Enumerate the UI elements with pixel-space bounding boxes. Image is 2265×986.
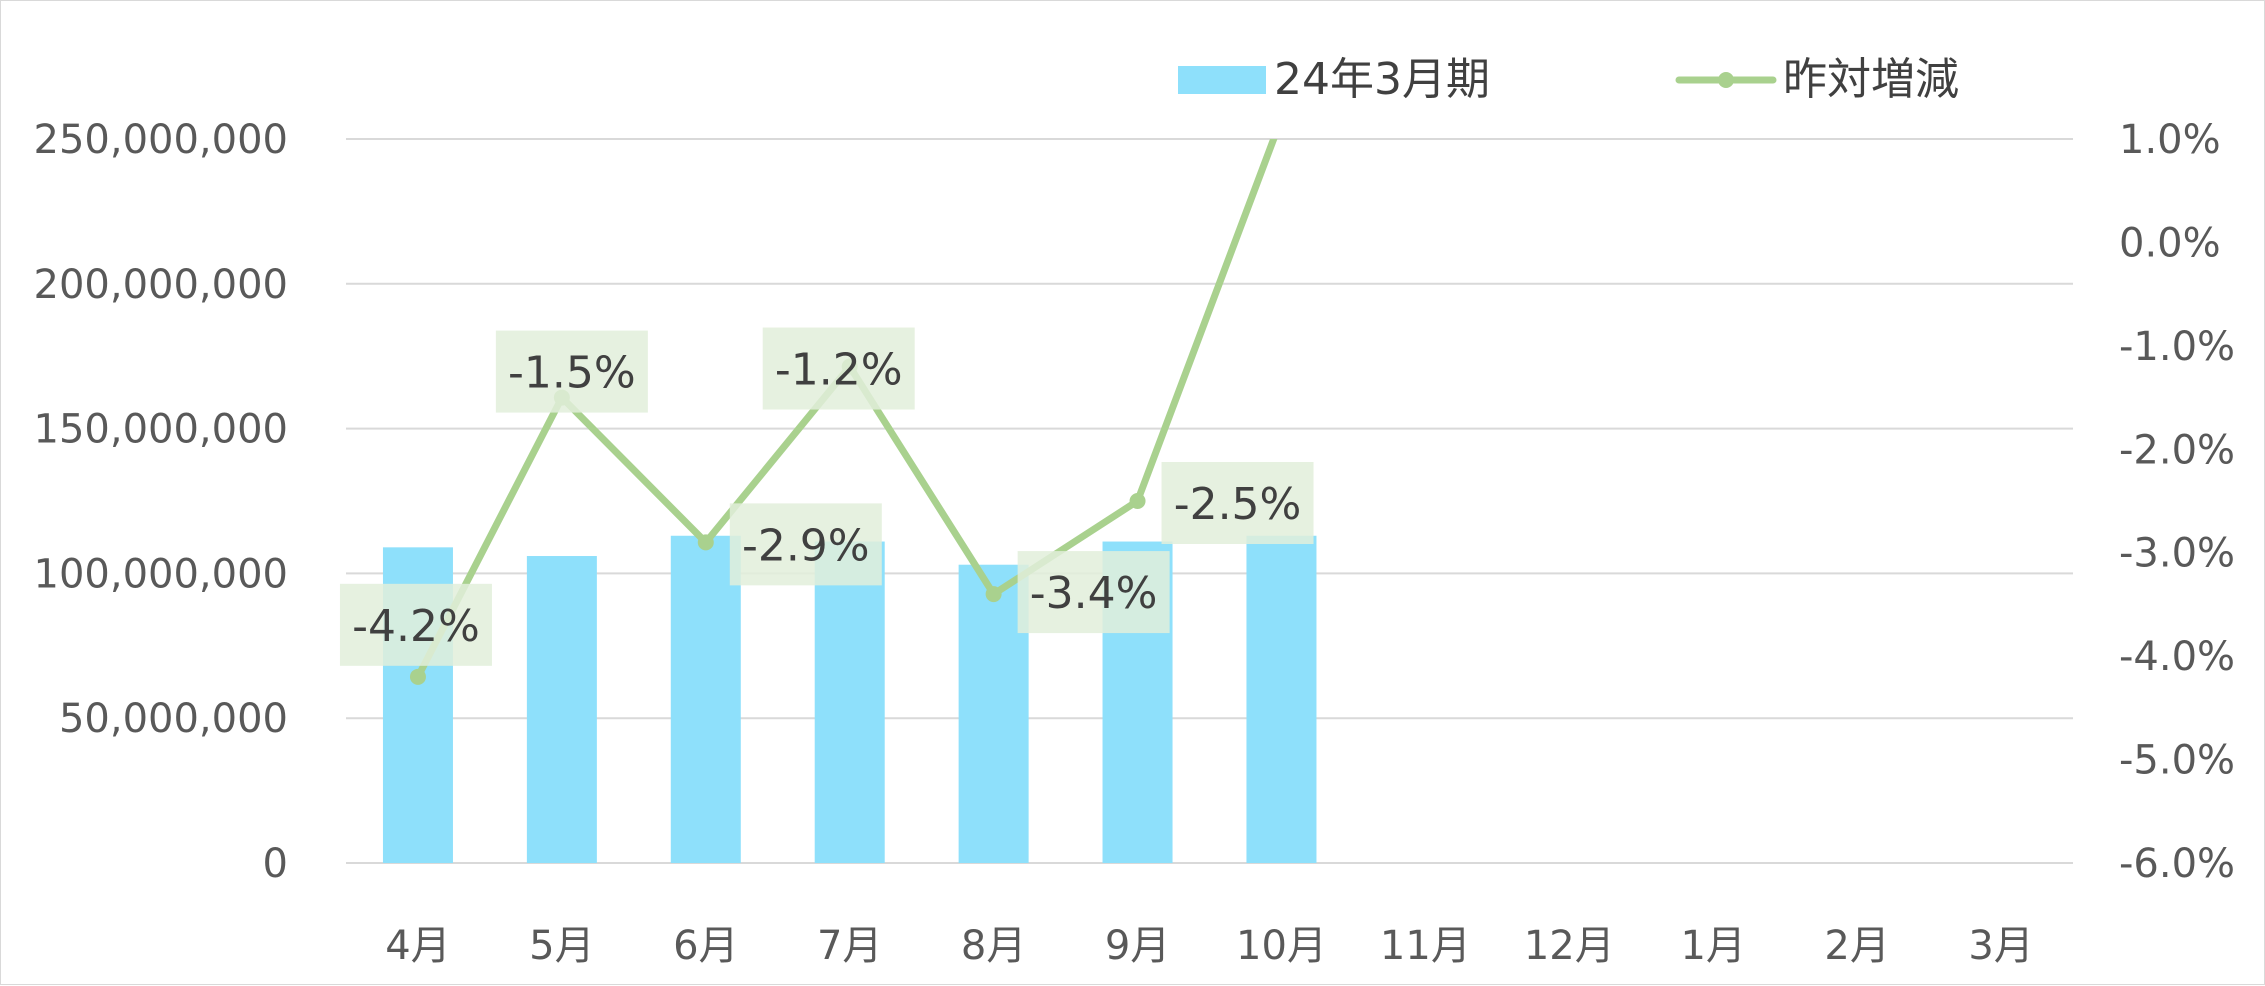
axes: 0 50,000,000 100,000,000 150,000,000 200,000… xyxy=(34,117,2236,969)
data-label: -2.5% xyxy=(1174,479,1302,530)
bar xyxy=(814,541,885,863)
y-left-tick-label: 250,000,000 xyxy=(34,117,288,163)
x-tick-label: 1月 xyxy=(1680,923,1745,969)
x-tick-label: 5月 xyxy=(529,923,594,969)
y-left-tick-label: 150,000,000 xyxy=(34,407,288,453)
x-tick-label: 7月 xyxy=(817,923,882,969)
x-tick-label: 8月 xyxy=(961,923,1026,969)
x-tick-label: 11月 xyxy=(1380,923,1471,969)
x-tick-label: 4月 xyxy=(385,923,450,969)
line-point xyxy=(409,668,426,685)
data-label: -1.5% xyxy=(508,348,636,399)
x-tick-label: 10月 xyxy=(1236,923,1327,969)
x-tick-label: 9月 xyxy=(1105,923,1170,969)
data-label-box xyxy=(762,327,915,410)
y-right-tick-label: 0.0% xyxy=(2119,220,2221,266)
legend-swatch-bar xyxy=(1178,66,1266,94)
bar xyxy=(958,564,1029,863)
line-point xyxy=(985,586,1002,603)
y-right-tick-label: -5.0% xyxy=(2119,738,2235,784)
y-left-tick-label: 50,000,000 xyxy=(59,696,288,742)
x-tick-label: 6月 xyxy=(673,923,738,969)
legend: 24年3月期 昨対増減 xyxy=(1178,54,1959,105)
data-label-box xyxy=(495,330,648,413)
y-left-tick-label: 100,000,000 xyxy=(34,551,288,597)
y-right-tick-label: -2.0% xyxy=(2119,427,2235,473)
bar xyxy=(670,535,741,863)
bar xyxy=(526,556,597,863)
legend-label-bar: 24年3月期 xyxy=(1274,54,1490,105)
data-label-box xyxy=(1161,462,1314,544)
x-tick-label: 12月 xyxy=(1524,923,1615,969)
y-left-tick-label: 0 xyxy=(263,841,288,887)
y-right-tick-label: -6.0% xyxy=(2119,841,2235,887)
data-label: -1.2% xyxy=(775,345,903,396)
bar-series xyxy=(382,535,1317,863)
x-tick-label: 2月 xyxy=(1824,923,1889,969)
legend-swatch-marker xyxy=(1718,72,1734,88)
data-label-box xyxy=(729,503,882,586)
y-left-tick-label: 200,000,000 xyxy=(34,262,288,308)
legend-label-line: 昨対増減 xyxy=(1783,54,1959,105)
line-point xyxy=(1129,493,1146,509)
data-label-box xyxy=(1017,551,1170,634)
data-label: -3.4% xyxy=(1030,568,1158,619)
data-label: -4.2% xyxy=(352,601,480,652)
y-right-tick-label: -1.0% xyxy=(2119,324,2235,370)
data-label-box xyxy=(339,583,492,666)
data-labels: -4.2% -1.5% -2.9% -1.2% -3.4% -2.5% xyxy=(339,327,1314,666)
line-point xyxy=(697,534,714,551)
data-label: -2.9% xyxy=(742,520,870,571)
x-tick-label: 3月 xyxy=(1968,923,2033,969)
y-right-tick-label: -3.0% xyxy=(2119,531,2235,577)
gridlines xyxy=(346,138,2073,864)
bar xyxy=(1246,535,1317,863)
y-right-tick-label: 1.0% xyxy=(2119,117,2221,163)
y-right-tick-label: -4.0% xyxy=(2119,634,2235,680)
